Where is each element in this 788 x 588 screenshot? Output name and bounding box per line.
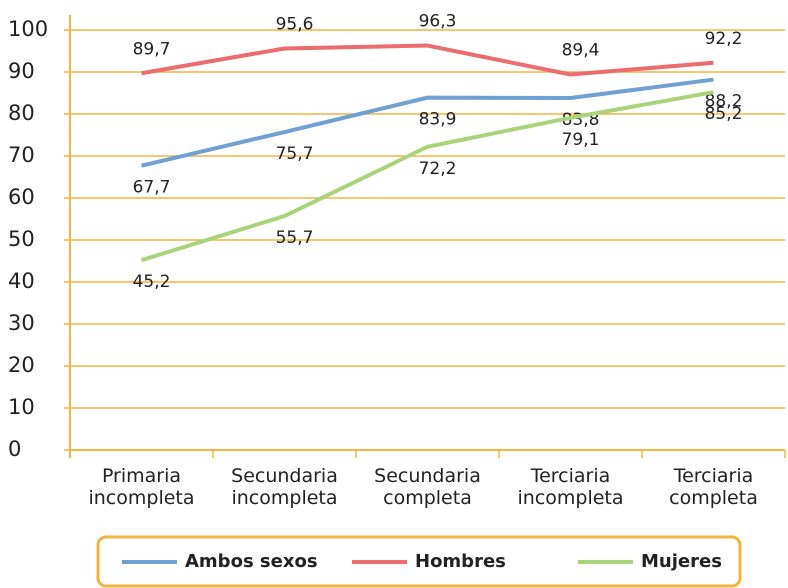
legend-box [96,535,742,588]
value-label: 72,2 [419,159,457,179]
x-tick-label: Secundaria incompleta [231,465,338,509]
value-label: 75,7 [276,144,314,164]
y-tick-label: 100 [8,17,48,41]
value-label: 79,1 [562,130,600,150]
legend-label: Hombres [415,551,506,572]
y-tick-label: 40 [8,269,35,293]
value-label: 89,4 [562,41,600,61]
value-label: 95,6 [276,14,314,34]
legend-label: Mujeres [641,551,722,572]
legend-label: Ambos sexos [185,551,318,572]
y-tick-label: 10 [8,395,35,419]
x-tick-label: Terciaria completa [669,465,758,509]
y-tick-label: 50 [8,227,35,251]
x-tick-label: Secundaria completa [374,465,481,509]
value-label: 89,7 [133,39,171,59]
series-line [140,90,714,263]
y-tick-label: 0 [8,437,21,461]
y-tick-label: 30 [8,311,35,335]
x-tick-label: Terciaria incompleta [517,465,623,509]
value-label: 55,7 [276,228,314,248]
value-label: 96,3 [419,12,457,32]
y-tick-label: 90 [8,59,35,83]
y-tick-label: 70 [8,143,35,167]
value-label: 85,2 [705,104,743,124]
value-label: 92,2 [705,29,743,49]
y-tick-label: 20 [8,353,35,377]
y-tick-label: 80 [8,101,35,125]
y-tick-label: 60 [8,185,35,209]
x-tick-label: Primaria incompleta [88,465,194,509]
value-label: 83,9 [419,110,457,130]
series-line [141,43,714,77]
series-line [141,77,714,168]
value-label: 67,7 [133,178,171,198]
value-label: 45,2 [133,272,171,292]
value-label: 88,2 [705,92,743,112]
